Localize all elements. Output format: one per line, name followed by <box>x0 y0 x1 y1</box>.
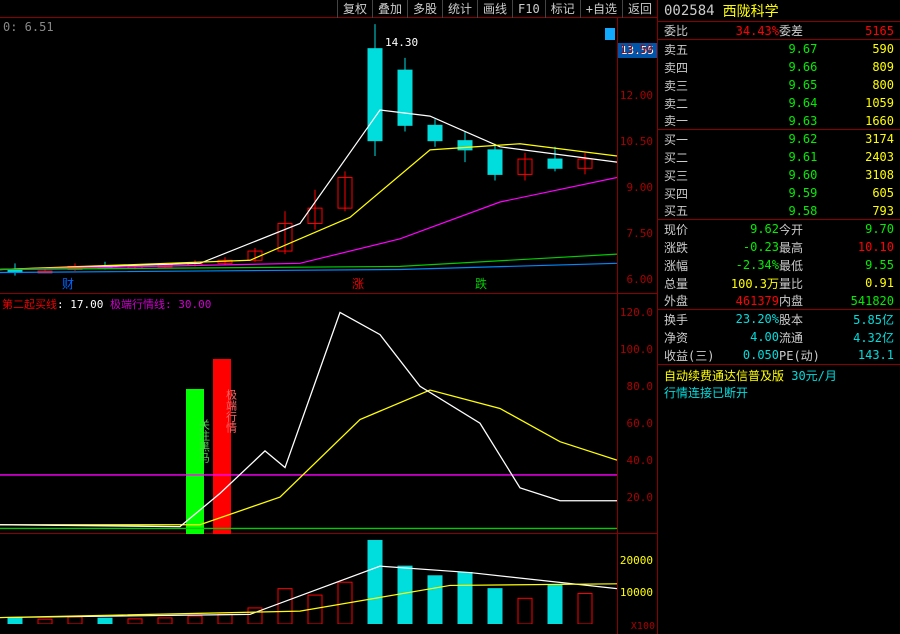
toolbar-叠加[interactable]: 叠加 <box>372 0 407 18</box>
stock-header: 002584 西陇科学 <box>658 0 900 22</box>
stat-row: 外盘461379内盘541820 <box>658 292 900 310</box>
svg-text:关注黑马: 关注黑马 <box>198 418 211 464</box>
quote-row: 买四9.59605 <box>658 184 900 202</box>
y-axis-vol: X100 1000020000 <box>617 534 657 634</box>
chart-volume: X100 1000020000 <box>0 534 657 634</box>
note-fee: 自动续费通达信普及版 30元/月 <box>658 364 900 382</box>
y-axis-main: 13.55 6.007.509.0010.5012.0013.50 <box>617 18 657 293</box>
stat-row: 总量100.3万量比0.91 <box>658 274 900 292</box>
y-axis-sub: 20.040.060.080.0100.0120.0 <box>617 294 657 533</box>
quote-row: 卖二9.641059 <box>658 94 900 112</box>
weibi-row: 委比 34.43% 委差 5165 <box>658 22 900 40</box>
toolbar-F10[interactable]: F10 <box>512 0 545 18</box>
toolbar: 复权叠加多股统计画线F10标记+自选返回 <box>0 0 657 18</box>
toolbar-统计[interactable]: 统计 <box>442 0 477 18</box>
stat-row: 换手23.20%股本5.85亿 <box>658 310 900 328</box>
peak-label: 14.30 <box>385 36 418 49</box>
chart-indicator: 第二起买线: 17.00 极端行情线: 30.00 关注黑马极端行情 20.04… <box>0 294 657 534</box>
quote-row: 卖三9.65800 <box>658 76 900 94</box>
stat-row: 收益(三)0.050PE(动)143.1 <box>658 346 900 364</box>
note-conn: 行情连接已断开 <box>658 382 900 403</box>
stat-row: 现价9.62今开9.70 <box>658 220 900 238</box>
cai-label: 财 <box>62 275 74 292</box>
quote-row: 买一9.623174 <box>658 130 900 148</box>
quote-row: 买五9.58793 <box>658 202 900 220</box>
stat-row: 涨幅-2.34%最低9.55 <box>658 256 900 274</box>
toolbar-标记[interactable]: 标记 <box>545 0 580 18</box>
toolbar-返回[interactable]: 返回 <box>622 0 657 18</box>
x100-label: X100 <box>631 621 655 632</box>
quote-row: 买三9.603108 <box>658 166 900 184</box>
toolbar-复权[interactable]: 复权 <box>337 0 372 18</box>
flag-icon <box>605 28 615 40</box>
toolbar-画线[interactable]: 画线 <box>477 0 512 18</box>
quote-row: 卖四9.66809 <box>658 58 900 76</box>
zhang-label: 涨 <box>352 275 364 292</box>
quote-row: 卖一9.631660 <box>658 112 900 130</box>
stock-code: 002584 <box>664 3 715 19</box>
quote-row: 买二9.612403 <box>658 148 900 166</box>
stock-name: 西陇科学 <box>723 1 779 21</box>
die-label: 跌 <box>475 275 487 292</box>
stat-row: 涨跌-0.23最高10.10 <box>658 238 900 256</box>
right-panel: 002584 西陇科学 委比 34.43% 委差 5165 卖五9.67590卖… <box>657 0 900 634</box>
stat-row: 净资4.00流通4.32亿 <box>658 328 900 346</box>
svg-text:极端行情: 极端行情 <box>225 388 238 434</box>
toolbar-多股[interactable]: 多股 <box>407 0 442 18</box>
chart-main: 14.30 13.55 6.007.509.0010.5012.0013.50 … <box>0 18 657 294</box>
quote-row: 卖五9.67590 <box>658 40 900 58</box>
toolbar-+自选[interactable]: +自选 <box>580 0 622 18</box>
